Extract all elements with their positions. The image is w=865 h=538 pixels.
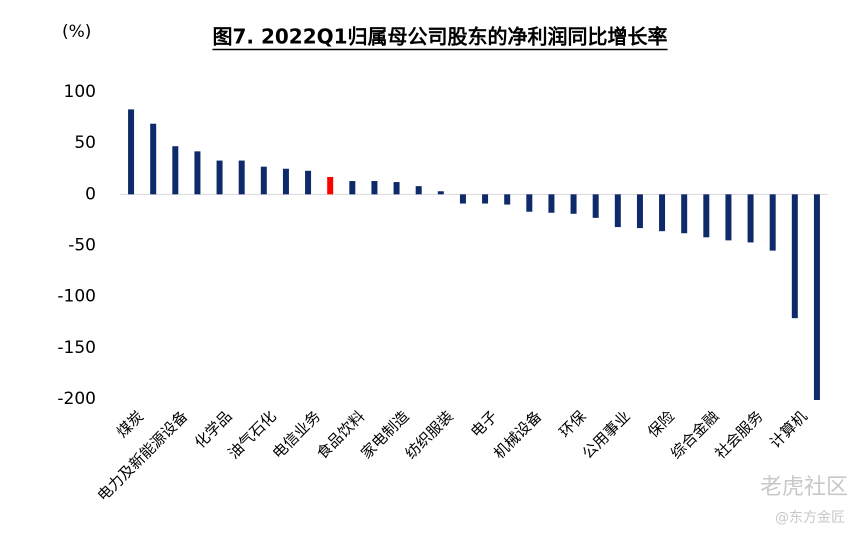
bar [393,182,400,195]
x-tick-label: 电信业务 [269,407,324,462]
y-tick-label: 50 [74,133,96,153]
bar [769,194,776,251]
bar [172,146,179,195]
bar [482,194,489,204]
x-tick-label: 计算机 [766,407,811,452]
bar [216,160,223,195]
bar [194,151,201,195]
y-tick-label: 100 [64,82,96,102]
bar [614,194,621,228]
bar [128,109,135,195]
x-tick-label: 煤炭 [113,407,147,441]
watermark: @东方金匠 [775,510,845,526]
y-tick-label: -50 [68,236,96,256]
bar [681,194,688,234]
x-tick-label: 机械设备 [490,407,545,462]
chart-title: 图7. 2022Q1归属母公司股东的净利润同比增长率 [212,25,667,49]
bar [371,181,378,195]
y-tick-label: -200 [57,389,96,409]
bar [415,186,422,195]
bar [282,168,289,195]
x-tick-label: 保险 [644,407,678,441]
x-tick-label: 环保 [556,407,590,441]
bar [150,123,157,195]
bar [459,194,466,204]
bar [349,181,356,195]
x-tick-label: 社会服务 [711,407,766,462]
y-tick-label: -150 [57,338,96,358]
bar [327,176,334,195]
x-tick-label: 家电制造 [357,407,412,462]
x-tick-label: 综合金融 [667,407,722,462]
bar [305,170,312,195]
bar [813,194,820,401]
bar [703,194,710,238]
bar [791,194,798,319]
watermark: 老虎社区 [760,475,848,500]
bar [570,194,577,214]
bar [725,194,732,241]
bar [659,194,666,232]
bar [526,194,533,212]
bar [238,160,245,195]
y-tick-label: -100 [57,287,96,307]
bar [592,194,599,218]
bar [504,194,511,205]
bar [636,194,643,229]
x-tick-label: 纺织服装 [402,407,457,462]
x-tick-label: 食品饮料 [313,407,368,462]
y-tick-label: 0 [85,184,96,204]
bar [548,194,555,213]
bar [747,194,754,243]
y-axis-label: (%) [62,22,91,42]
bar [260,166,267,195]
bar [437,191,444,195]
x-tick-label: 电子 [467,407,501,441]
x-tick-label: 公用事业 [579,407,634,462]
x-tick-label: 油气石化 [225,407,280,462]
